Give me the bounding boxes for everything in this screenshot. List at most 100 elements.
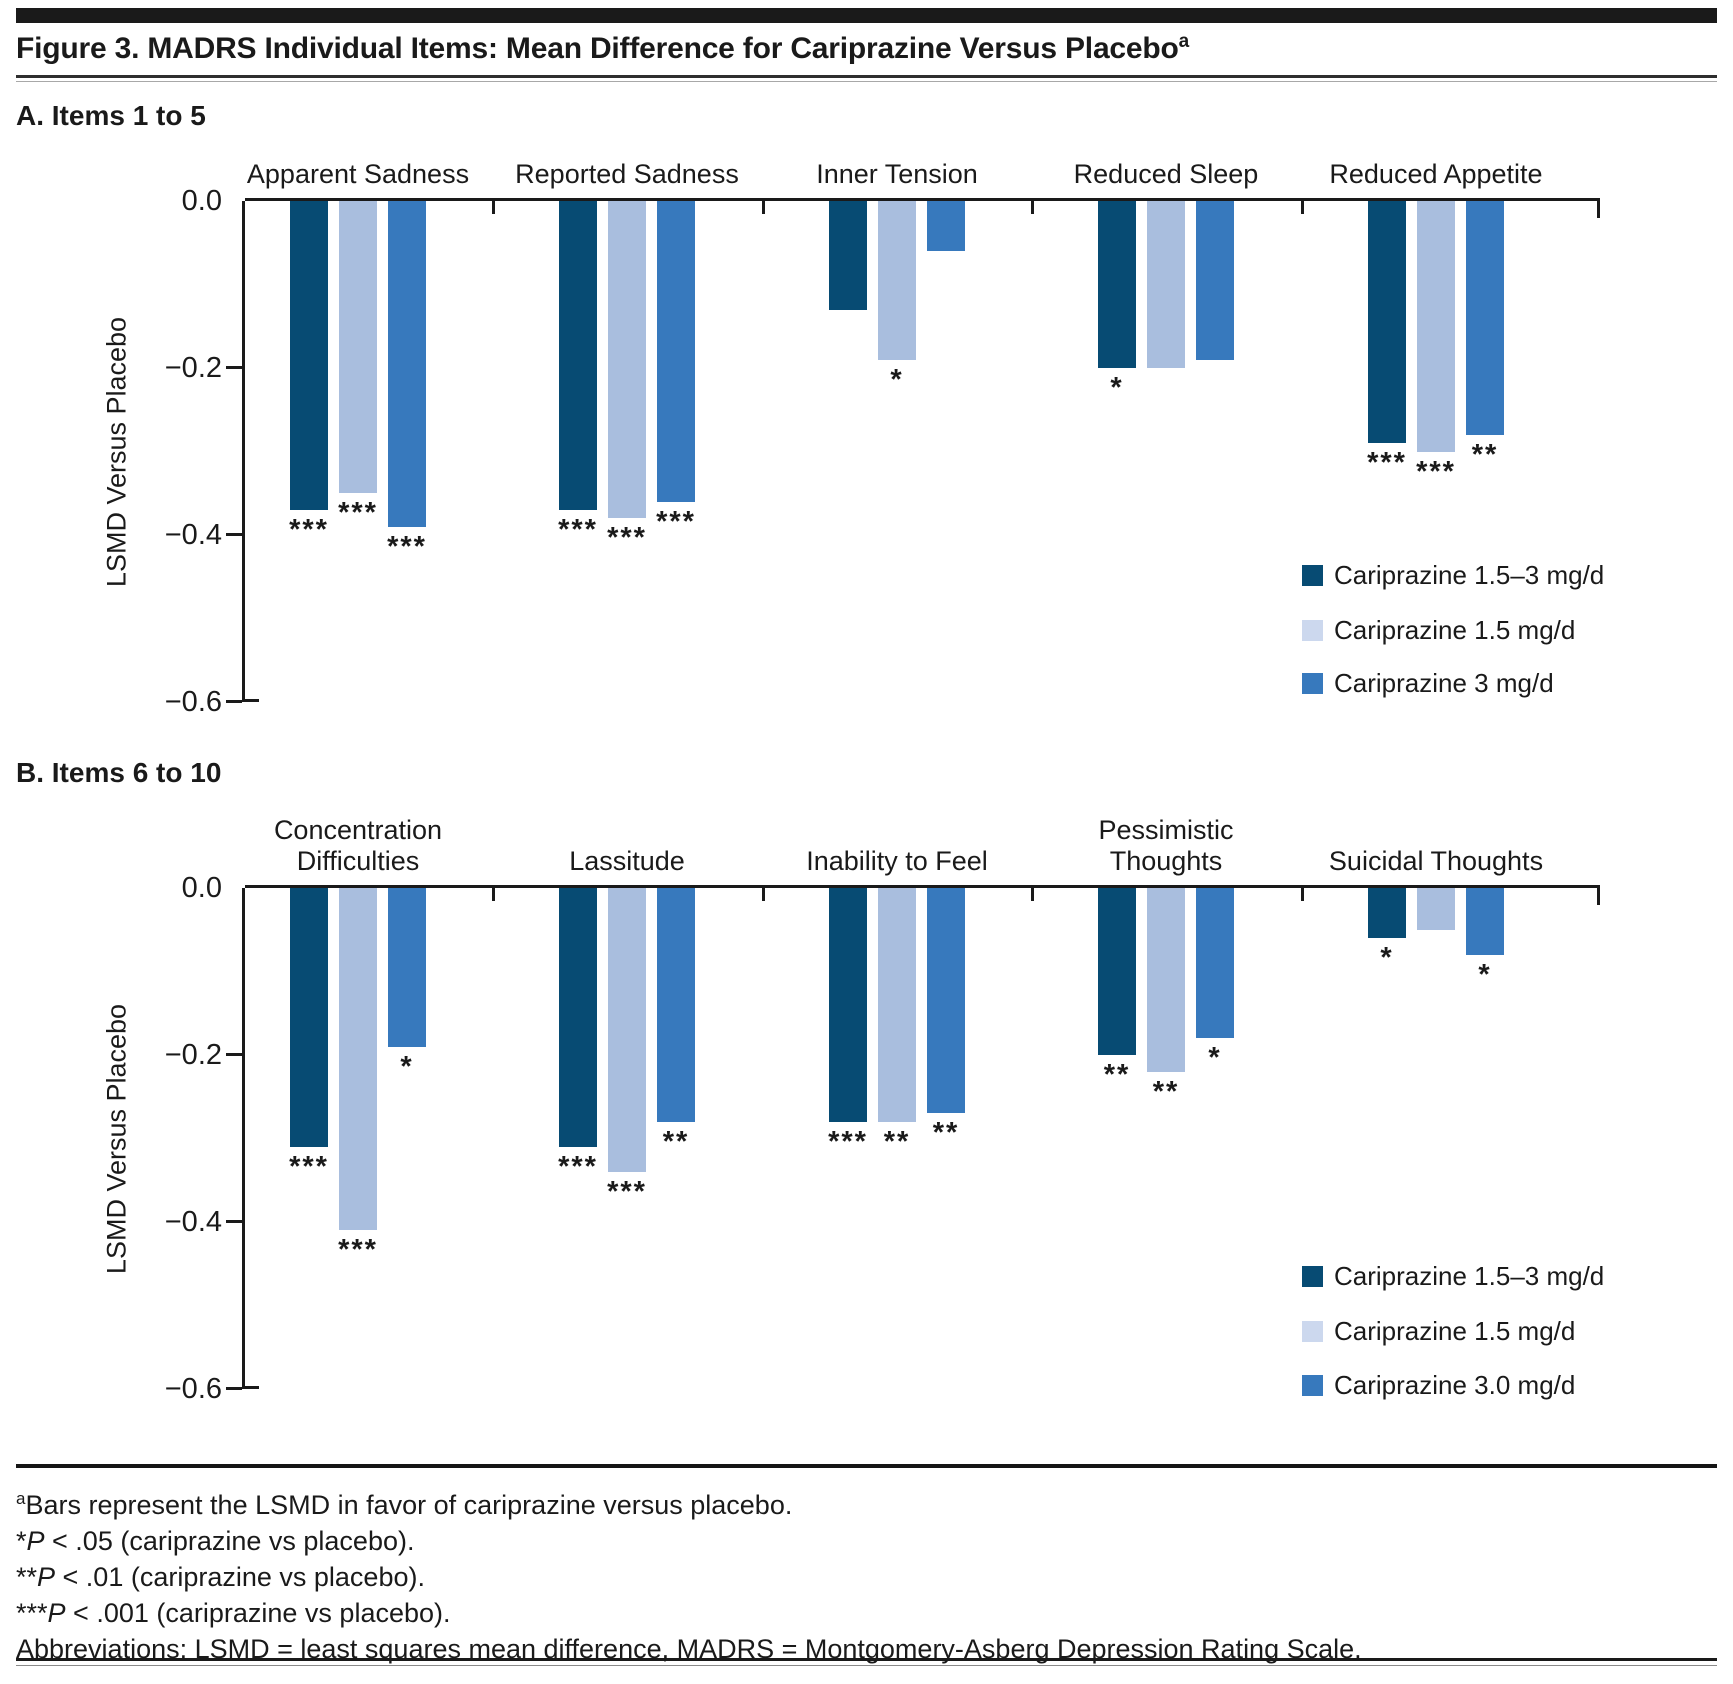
significance-marker: *** [338, 497, 378, 530]
y-axis [242, 201, 245, 702]
significance-marker: ** [932, 1117, 960, 1150]
legend-swatch [1302, 1321, 1323, 1342]
bar [1147, 888, 1185, 1072]
panel-b-label: B. Items 6 to 10 [16, 757, 222, 788]
group-separator-tick [492, 201, 495, 214]
significance-marker: ** [1103, 1059, 1131, 1091]
bar [829, 201, 867, 310]
significance-marker: * [1380, 942, 1394, 975]
baseline-endcap [1597, 198, 1600, 218]
y-axis [242, 888, 245, 1389]
legend-label: Cariprazine 1.5–3 mg/d [1334, 1261, 1605, 1291]
significance-marker: *** [338, 1234, 378, 1267]
significance-marker: *** [387, 530, 427, 563]
y-tick-label: 0.0 [181, 185, 222, 217]
footnote-line: *P < .05 (cariprazine vs placebo). [16, 1523, 1362, 1559]
y-tick [226, 1220, 242, 1223]
footnote-text: * [16, 1526, 27, 1556]
bar [1098, 201, 1136, 368]
group-separator-tick [1301, 888, 1304, 901]
y-axis-endcap [242, 699, 259, 702]
significance-marker: ** [662, 1125, 690, 1158]
y-tick [226, 700, 242, 703]
footnote-text: < .05 (cariprazine vs placebo). [44, 1526, 415, 1556]
footnote-text: ** [16, 1562, 38, 1592]
figure-title-text: Figure 3. MADRS Individual Items: Mean D… [16, 32, 1179, 65]
footnote-text: P [26, 1526, 45, 1556]
footnote-text: Bars represent the LSMD in favor of cari… [25, 1490, 793, 1520]
y-axis-endcap [242, 1386, 259, 1389]
bar [878, 888, 916, 1122]
bar [388, 201, 426, 527]
bar [1098, 888, 1136, 1055]
group-title: Inability to Feel [806, 846, 988, 876]
panel-a-label: A. Items 1 to 5 [16, 100, 206, 131]
footnote-divider [16, 1464, 1717, 1468]
footnote-text: < .001 (cariprazine vs placebo). [65, 1598, 451, 1628]
group-title: Apparent Sadness [246, 159, 470, 189]
footnote-line: aBars represent the LSMD in favor of car… [16, 1481, 1362, 1523]
bar [1466, 201, 1504, 435]
y-axis-title: LSMD Versus Placebo [101, 1003, 132, 1274]
y-tick [226, 1053, 242, 1056]
footnote-text: < .01 (cariprazine vs placebo). [55, 1562, 425, 1592]
y-tick-label: −0.6 [164, 686, 222, 718]
zero-baseline [245, 198, 1600, 201]
y-tick-label: −0.2 [164, 352, 222, 384]
bar [388, 888, 426, 1047]
title-superscript: a [1178, 31, 1190, 52]
legend-swatch [1302, 1266, 1323, 1287]
bar [608, 888, 646, 1172]
y-tick-label: −0.4 [164, 519, 222, 551]
bar [927, 201, 965, 252]
significance-marker: *** [558, 513, 598, 546]
footnote-line: Abbreviations: LSMD = least squares mean… [16, 1631, 1362, 1667]
title-divider [16, 75, 1717, 78]
zero-baseline [245, 885, 1600, 888]
legend-label: Cariprazine 1.5 mg/d [1334, 615, 1576, 645]
bar [290, 201, 328, 510]
footnote-text: a [16, 1489, 26, 1508]
bar [1196, 201, 1234, 360]
legend-swatch [1302, 565, 1323, 586]
bar [927, 888, 965, 1114]
bar [1147, 201, 1185, 368]
significance-marker: *** [828, 1125, 868, 1158]
bar [657, 888, 695, 1122]
legend-swatch [1302, 620, 1323, 641]
y-axis-title: LSMD Versus Placebo [101, 316, 132, 587]
y-tick-label: −0.2 [164, 1039, 222, 1071]
significance-marker: ** [1152, 1075, 1180, 1108]
group-title: Pessimistic Thoughts [1098, 815, 1234, 876]
significance-marker: *** [289, 1150, 329, 1183]
group-separator-tick [1031, 888, 1034, 901]
bar [1368, 201, 1406, 444]
significance-marker: * [1110, 372, 1124, 404]
group-title: Inner Tension [816, 159, 978, 189]
bar [1466, 888, 1504, 955]
legend-label: Cariprazine 1.5 mg/d [1334, 1316, 1576, 1346]
bar [1196, 888, 1234, 1039]
bar [559, 888, 597, 1147]
significance-marker: * [1208, 1042, 1222, 1075]
significance-marker: ** [1471, 438, 1499, 471]
footnote-text: *** [16, 1598, 48, 1628]
group-title: Reduced Sleep [1073, 159, 1259, 189]
y-tick-label: 0.0 [181, 872, 222, 904]
y-tick-label: −0.6 [164, 1373, 222, 1405]
bar [1368, 888, 1406, 939]
group-title: Reduced Appetite [1329, 159, 1543, 189]
significance-marker: *** [1416, 455, 1456, 488]
significance-marker: * [400, 1050, 414, 1083]
legend-swatch [1302, 673, 1323, 694]
footnote-text: P [47, 1598, 66, 1628]
legend-label: Cariprazine 1.5–3 mg/d [1334, 560, 1605, 590]
title-divider-shadow [16, 81, 1717, 82]
bar [339, 888, 377, 1231]
significance-marker: *** [607, 1175, 647, 1208]
group-title: Reported Sadness [515, 159, 739, 189]
bar [559, 201, 597, 510]
y-tick-label: −0.4 [164, 1206, 222, 1238]
